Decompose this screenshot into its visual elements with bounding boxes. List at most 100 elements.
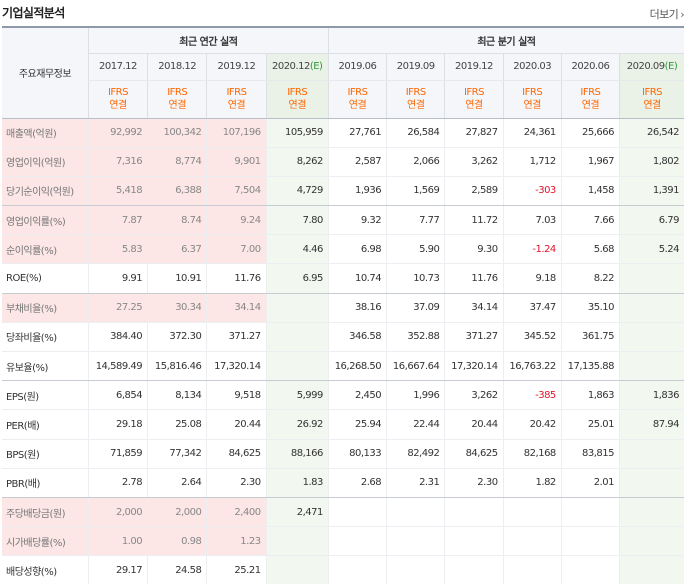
value-cell: 9.30	[444, 234, 504, 265]
consolidation-label: 연결	[407, 100, 425, 111]
period-header: 2019.06	[327, 53, 387, 81]
value-cell	[619, 555, 684, 584]
value-cell: 346.58	[327, 322, 387, 353]
row-label: ROE(%)	[2, 263, 89, 294]
value-cell: 5.68	[560, 234, 620, 265]
value-cell: 372.30	[147, 322, 207, 353]
value-cell: 352.88	[386, 322, 445, 353]
table-row: 매출액(억원) 92,992 100,342 107,196 105,959 27,761…	[2, 118, 684, 148]
value-cell: 9.32	[327, 205, 387, 236]
value-cell: 9.18	[502, 263, 562, 294]
period-label: 2020.12	[271, 61, 310, 72]
value-cell: 25.94	[327, 409, 387, 440]
value-cell: 2.64	[147, 468, 207, 498]
value-cell: 2,450	[327, 380, 387, 411]
value-cell: 87.94	[619, 409, 684, 440]
value-cell: 384.40	[87, 322, 148, 353]
period-header: 2019.09	[386, 53, 445, 81]
value-cell: 7.03	[502, 205, 562, 236]
standard-label: IFRS	[522, 87, 543, 98]
period-label: 2020.09	[626, 61, 665, 72]
row-header-label: 주요재무정보	[2, 27, 89, 119]
value-cell: 29.17	[87, 555, 148, 584]
estimate-mark: (E)	[309, 61, 323, 72]
value-cell: 26,542	[619, 118, 684, 148]
value-cell: 1,996	[386, 380, 445, 411]
standard-label: IFRS	[642, 87, 663, 98]
value-cell: 20.42	[502, 409, 562, 440]
value-cell: 2.31	[386, 468, 445, 498]
value-cell: 1,458	[560, 176, 620, 207]
value-cell: 35.10	[560, 293, 620, 323]
value-cell: 6.98	[327, 234, 387, 265]
value-cell: 82,492	[386, 439, 445, 469]
value-cell: 2,000	[87, 497, 148, 528]
value-cell: 3,262	[444, 380, 504, 411]
value-cell	[502, 497, 562, 528]
value-cell: 1.83	[265, 468, 329, 498]
value-cell: 25,666	[560, 118, 620, 148]
value-cell: 361.75	[560, 322, 620, 353]
value-cell: 2.78	[87, 468, 148, 498]
value-cell: 11.72	[444, 205, 504, 236]
value-cell: 24,361	[502, 118, 562, 148]
value-cell: 1,863	[560, 380, 620, 411]
value-cell: 84,625	[444, 439, 504, 469]
accounting-standard-cell: IFRS 연결	[265, 80, 329, 119]
value-cell: -385	[502, 380, 562, 411]
standard-label: IFRS	[347, 87, 368, 98]
value-cell: 6.79	[619, 205, 684, 236]
estimate-mark: (E)	[664, 61, 678, 72]
value-cell	[502, 555, 562, 584]
value-cell: 24.58	[147, 555, 207, 584]
table-row: 시가배당률(%) 1.00 0.98 1.23	[2, 526, 684, 557]
value-cell: 2,587	[327, 147, 387, 177]
value-cell: 20.44	[444, 409, 504, 440]
value-cell: 80,133	[327, 439, 387, 469]
row-label: 유보율(%)	[2, 351, 89, 382]
table-row: 주당배당금(원) 2,000 2,000 2,400 2,471	[2, 497, 684, 528]
value-cell: 92,992	[87, 118, 148, 148]
row-label: 매출액(억원)	[2, 118, 89, 148]
value-cell: 88,166	[265, 439, 329, 469]
accounting-standard-cell: IFRS 연결	[619, 80, 684, 119]
period-header: 2020.03	[502, 53, 562, 81]
value-cell	[619, 526, 684, 557]
value-cell: 20.44	[206, 409, 267, 440]
quarter-group-header: 최근 분기 실적	[327, 27, 684, 54]
row-label: 영업이익률(%)	[2, 205, 89, 236]
value-cell: 5,999	[265, 380, 329, 411]
value-cell: 7.77	[386, 205, 445, 236]
table-row: 배당성향(%) 29.17 24.58 25.21	[2, 555, 684, 584]
value-cell: 7.80	[265, 205, 329, 236]
row-label: 주당배당금(원)	[2, 497, 89, 528]
value-cell	[619, 468, 684, 498]
more-link[interactable]: 더보기 ›	[649, 6, 685, 22]
accounting-standard-cell: IFRS 연결	[327, 80, 387, 119]
value-cell: 1,936	[327, 176, 387, 207]
value-cell: 371.27	[206, 322, 267, 353]
value-cell: 16,667.64	[386, 351, 445, 382]
value-cell: 2.68	[327, 468, 387, 498]
more-label[interactable]: 더보기	[649, 8, 679, 21]
value-cell: 2.30	[444, 468, 504, 498]
accounting-standard-cell: IFRS 연결	[147, 80, 207, 119]
value-cell: 2,400	[206, 497, 267, 528]
value-cell: 1,802	[619, 147, 684, 177]
consolidation-label: 연결	[643, 100, 661, 111]
value-cell: 10.74	[327, 263, 387, 294]
consolidation-label: 연결	[348, 100, 367, 111]
value-cell	[386, 526, 445, 557]
value-cell: 37.09	[386, 293, 445, 323]
table-row: PER(배) 29.18 25.08 20.44 26.92 25.94 22.44 20.4…	[2, 409, 684, 440]
value-cell: 34.14	[206, 293, 267, 323]
value-cell: 7,316	[87, 147, 148, 177]
value-cell: 25.01	[560, 409, 620, 440]
table-row: 당좌비율(%) 384.40 372.30 371.27 346.58 352.88 371…	[2, 322, 684, 353]
row-label: PER(배)	[2, 409, 89, 440]
value-cell	[386, 497, 445, 528]
value-cell: 1.00	[87, 526, 148, 557]
value-cell: 1,569	[386, 176, 445, 207]
table-row: 당기순이익(억원) 5,418 6,388 7,504 4,729 1,936 1,569 2…	[2, 176, 684, 207]
period-header: 2019.12	[444, 53, 504, 81]
